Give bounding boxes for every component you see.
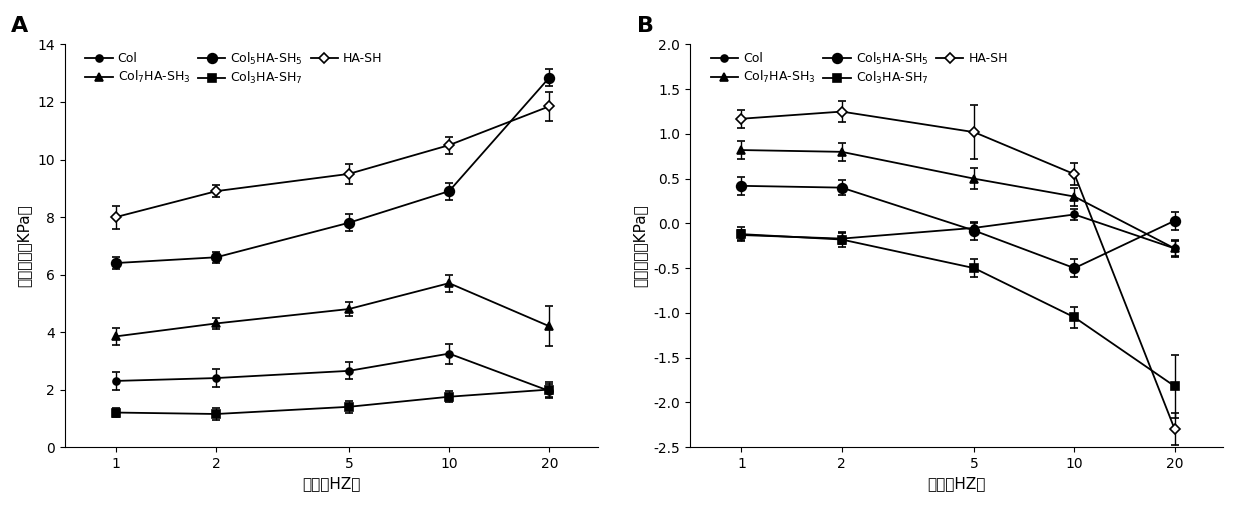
Text: A: A [11, 16, 29, 37]
Y-axis label: 损耗模量（KPa）: 损耗模量（KPa） [632, 204, 647, 287]
X-axis label: 频率（HZ）: 频率（HZ） [928, 477, 986, 491]
Legend: Col, Col$_7$HA-SH$_3$, Col$_5$HA-SH$_5$, Col$_3$HA-SH$_7$, HA-SH: Col, Col$_7$HA-SH$_3$, Col$_5$HA-SH$_5$,… [707, 47, 1012, 90]
Legend: Col, Col$_7$HA-SH$_3$, Col$_5$HA-SH$_5$, Col$_3$HA-SH$_7$, HA-SH: Col, Col$_7$HA-SH$_3$, Col$_5$HA-SH$_5$,… [82, 47, 387, 90]
Text: B: B [636, 16, 653, 37]
X-axis label: 频率（HZ）: 频率（HZ） [303, 477, 361, 491]
Y-axis label: 储能模量（KPa）: 储能模量（KPa） [16, 204, 32, 287]
